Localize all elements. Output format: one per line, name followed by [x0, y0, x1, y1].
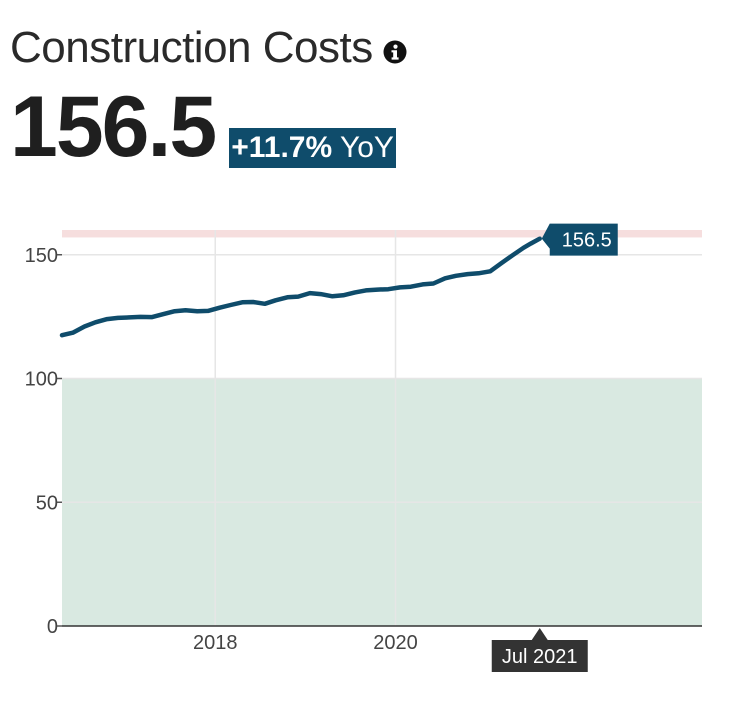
yoy-change-suffix: YoY [332, 131, 394, 164]
y-tick-label: 0 [47, 616, 58, 638]
y-tick-label: 100 [25, 369, 58, 391]
info-icon[interactable] [383, 40, 407, 64]
yoy-change-badge: +11.7% YoY [229, 128, 396, 168]
y-tick-label: 50 [36, 492, 58, 514]
high-zone-band [62, 230, 702, 238]
headline-value-row: 156.5 +11.7% YoY [10, 84, 396, 170]
date-tooltip [491, 628, 588, 672]
y-tick-label: 150 [25, 245, 58, 267]
x-tick-label: 2020 [373, 632, 418, 654]
current-value: 156.5 [10, 79, 217, 175]
last-value-label: 156.5 [562, 230, 612, 252]
x-tick-label: 2018 [193, 632, 238, 654]
last-value-flag [541, 223, 618, 256]
yoy-change-percent: +11.7% [231, 131, 333, 164]
date-tooltip-label: Jul 2021 [502, 646, 578, 668]
chart-title: Construction Costs [10, 23, 373, 72]
chart-header: Construction Costs [10, 22, 407, 74]
series-line [59, 236, 542, 338]
